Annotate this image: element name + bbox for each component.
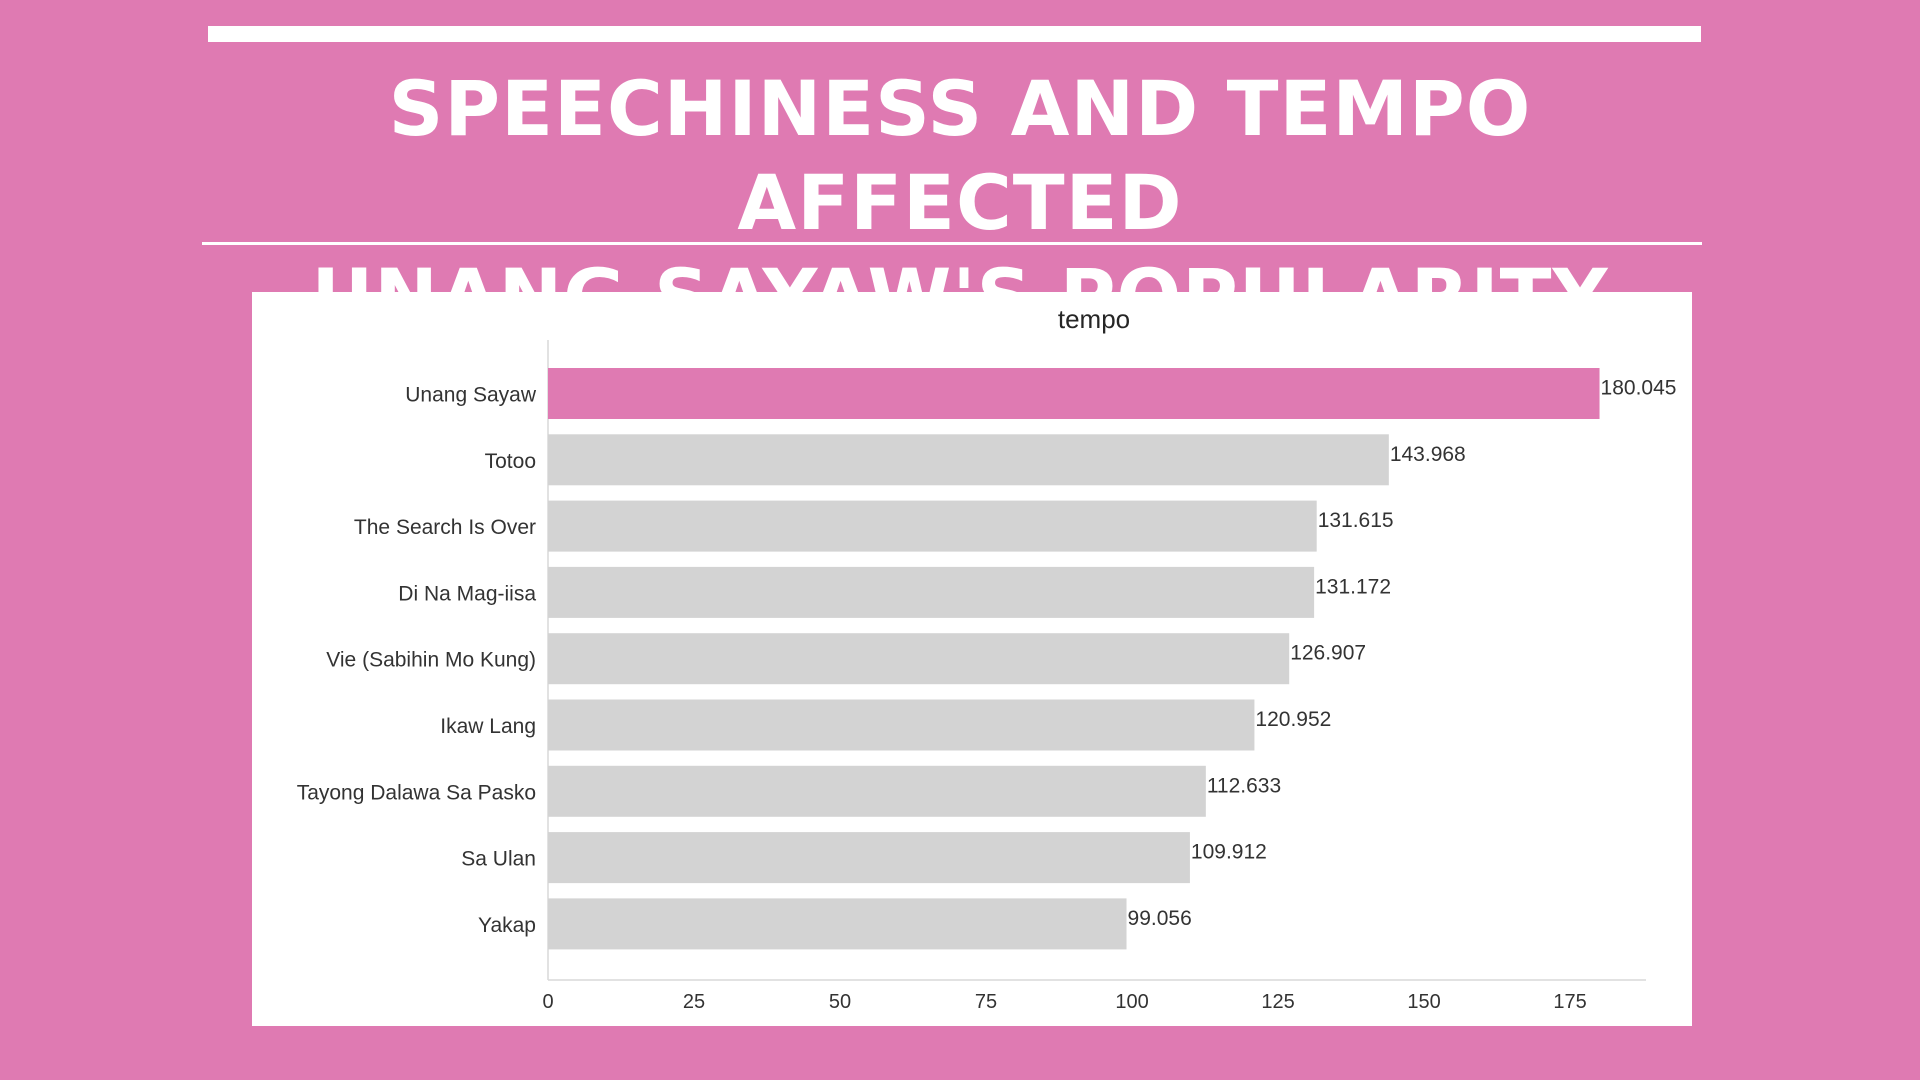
x-tick-label-25: 25: [683, 991, 705, 1013]
chart-title: tempo: [1058, 304, 1130, 334]
value-label-tayong-dalawa-sa-pasko: 112.633: [1207, 774, 1281, 797]
category-label-vie-sabihin-mo-kung: Vie (Sabihin Mo Kung): [326, 649, 536, 672]
value-label-vie-sabihin-mo-kung: 126.907: [1290, 642, 1366, 665]
category-label-unang-sayaw: Unang Sayaw: [405, 384, 537, 407]
bar-the-search-is-over: [548, 500, 1317, 552]
bottom-rule: [202, 242, 1702, 245]
category-label-ikaw-lang: Ikaw Lang: [440, 715, 536, 738]
value-label-unang-sayaw: 180.045: [1601, 377, 1677, 400]
value-label-sa-ulan: 109.912: [1191, 841, 1267, 864]
x-tick-label-75: 75: [975, 991, 997, 1013]
category-label-totoo: Totoo: [485, 450, 536, 473]
bar-tayong-dalawa-sa-pasko: [548, 765, 1206, 817]
x-tick-label-125: 125: [1261, 991, 1294, 1013]
value-label-ikaw-lang: 120.952: [1255, 708, 1331, 731]
value-label-yakap: 99.056: [1128, 907, 1192, 930]
bar-unang-sayaw: [548, 368, 1600, 419]
bar-sa-ulan: [548, 832, 1190, 884]
bar-totoo: [548, 434, 1389, 486]
x-tick-label-50: 50: [829, 991, 851, 1013]
value-label-totoo: 143.968: [1390, 443, 1466, 466]
bars-group: [548, 368, 1600, 950]
bar-yakap: [548, 898, 1127, 950]
value-labels: 180.045 143.968 131.615 131.172 126.907 120.9…: [1128, 377, 1677, 930]
tempo-bar-chart: tempo Unang Sayaw Totoo The Search Is Over…: [297, 304, 1677, 1013]
x-tick-label-100: 100: [1115, 991, 1148, 1013]
value-label-di-na-mag-iisa: 131.172: [1315, 575, 1391, 598]
x-tick-label-175: 175: [1553, 991, 1586, 1013]
top-rule: [208, 26, 1701, 42]
bar-vie-sabihin-mo-kung: [548, 633, 1290, 685]
x-tick-label-150: 150: [1407, 991, 1440, 1013]
chart-panel: tempo Unang Sayaw Totoo The Search Is Over…: [252, 292, 1692, 1026]
category-label-tayong-dalawa-sa-pasko: Tayong Dalawa Sa Pasko: [297, 781, 536, 804]
x-tick-label-0: 0: [542, 991, 553, 1013]
category-labels: Unang Sayaw Totoo The Search Is Over Di Na …: [297, 384, 537, 937]
bar-di-na-mag-iisa: [548, 566, 1315, 618]
category-label-sa-ulan: Sa Ulan: [461, 848, 536, 871]
bar-ikaw-lang: [548, 699, 1255, 751]
category-label-di-na-mag-iisa: Di Na Mag-iisa: [398, 582, 536, 605]
headline-line-1: SPEECHINESS AND TEMPO AFFECTED: [388, 64, 1532, 247]
value-label-the-search-is-over: 131.615: [1318, 509, 1394, 532]
x-axis-ticks: 0 25 50 75 100 125 150 175: [542, 991, 1586, 1013]
category-label-the-search-is-over: The Search Is Over: [354, 516, 536, 539]
category-label-yakap: Yakap: [478, 914, 536, 937]
